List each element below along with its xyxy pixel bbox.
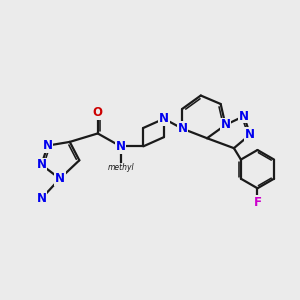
Text: N: N	[43, 139, 53, 152]
Text: N: N	[36, 192, 46, 205]
Text: N: N	[116, 140, 126, 153]
Text: N: N	[239, 110, 249, 123]
Text: N: N	[245, 128, 255, 141]
Text: N: N	[36, 158, 46, 171]
Text: N: N	[55, 172, 65, 185]
Text: N: N	[220, 118, 230, 131]
Text: N: N	[177, 122, 188, 135]
Text: F: F	[254, 196, 262, 209]
Text: N: N	[36, 192, 46, 205]
Text: N: N	[159, 112, 169, 125]
Text: O: O	[93, 106, 103, 119]
Text: methyl: methyl	[107, 163, 134, 172]
